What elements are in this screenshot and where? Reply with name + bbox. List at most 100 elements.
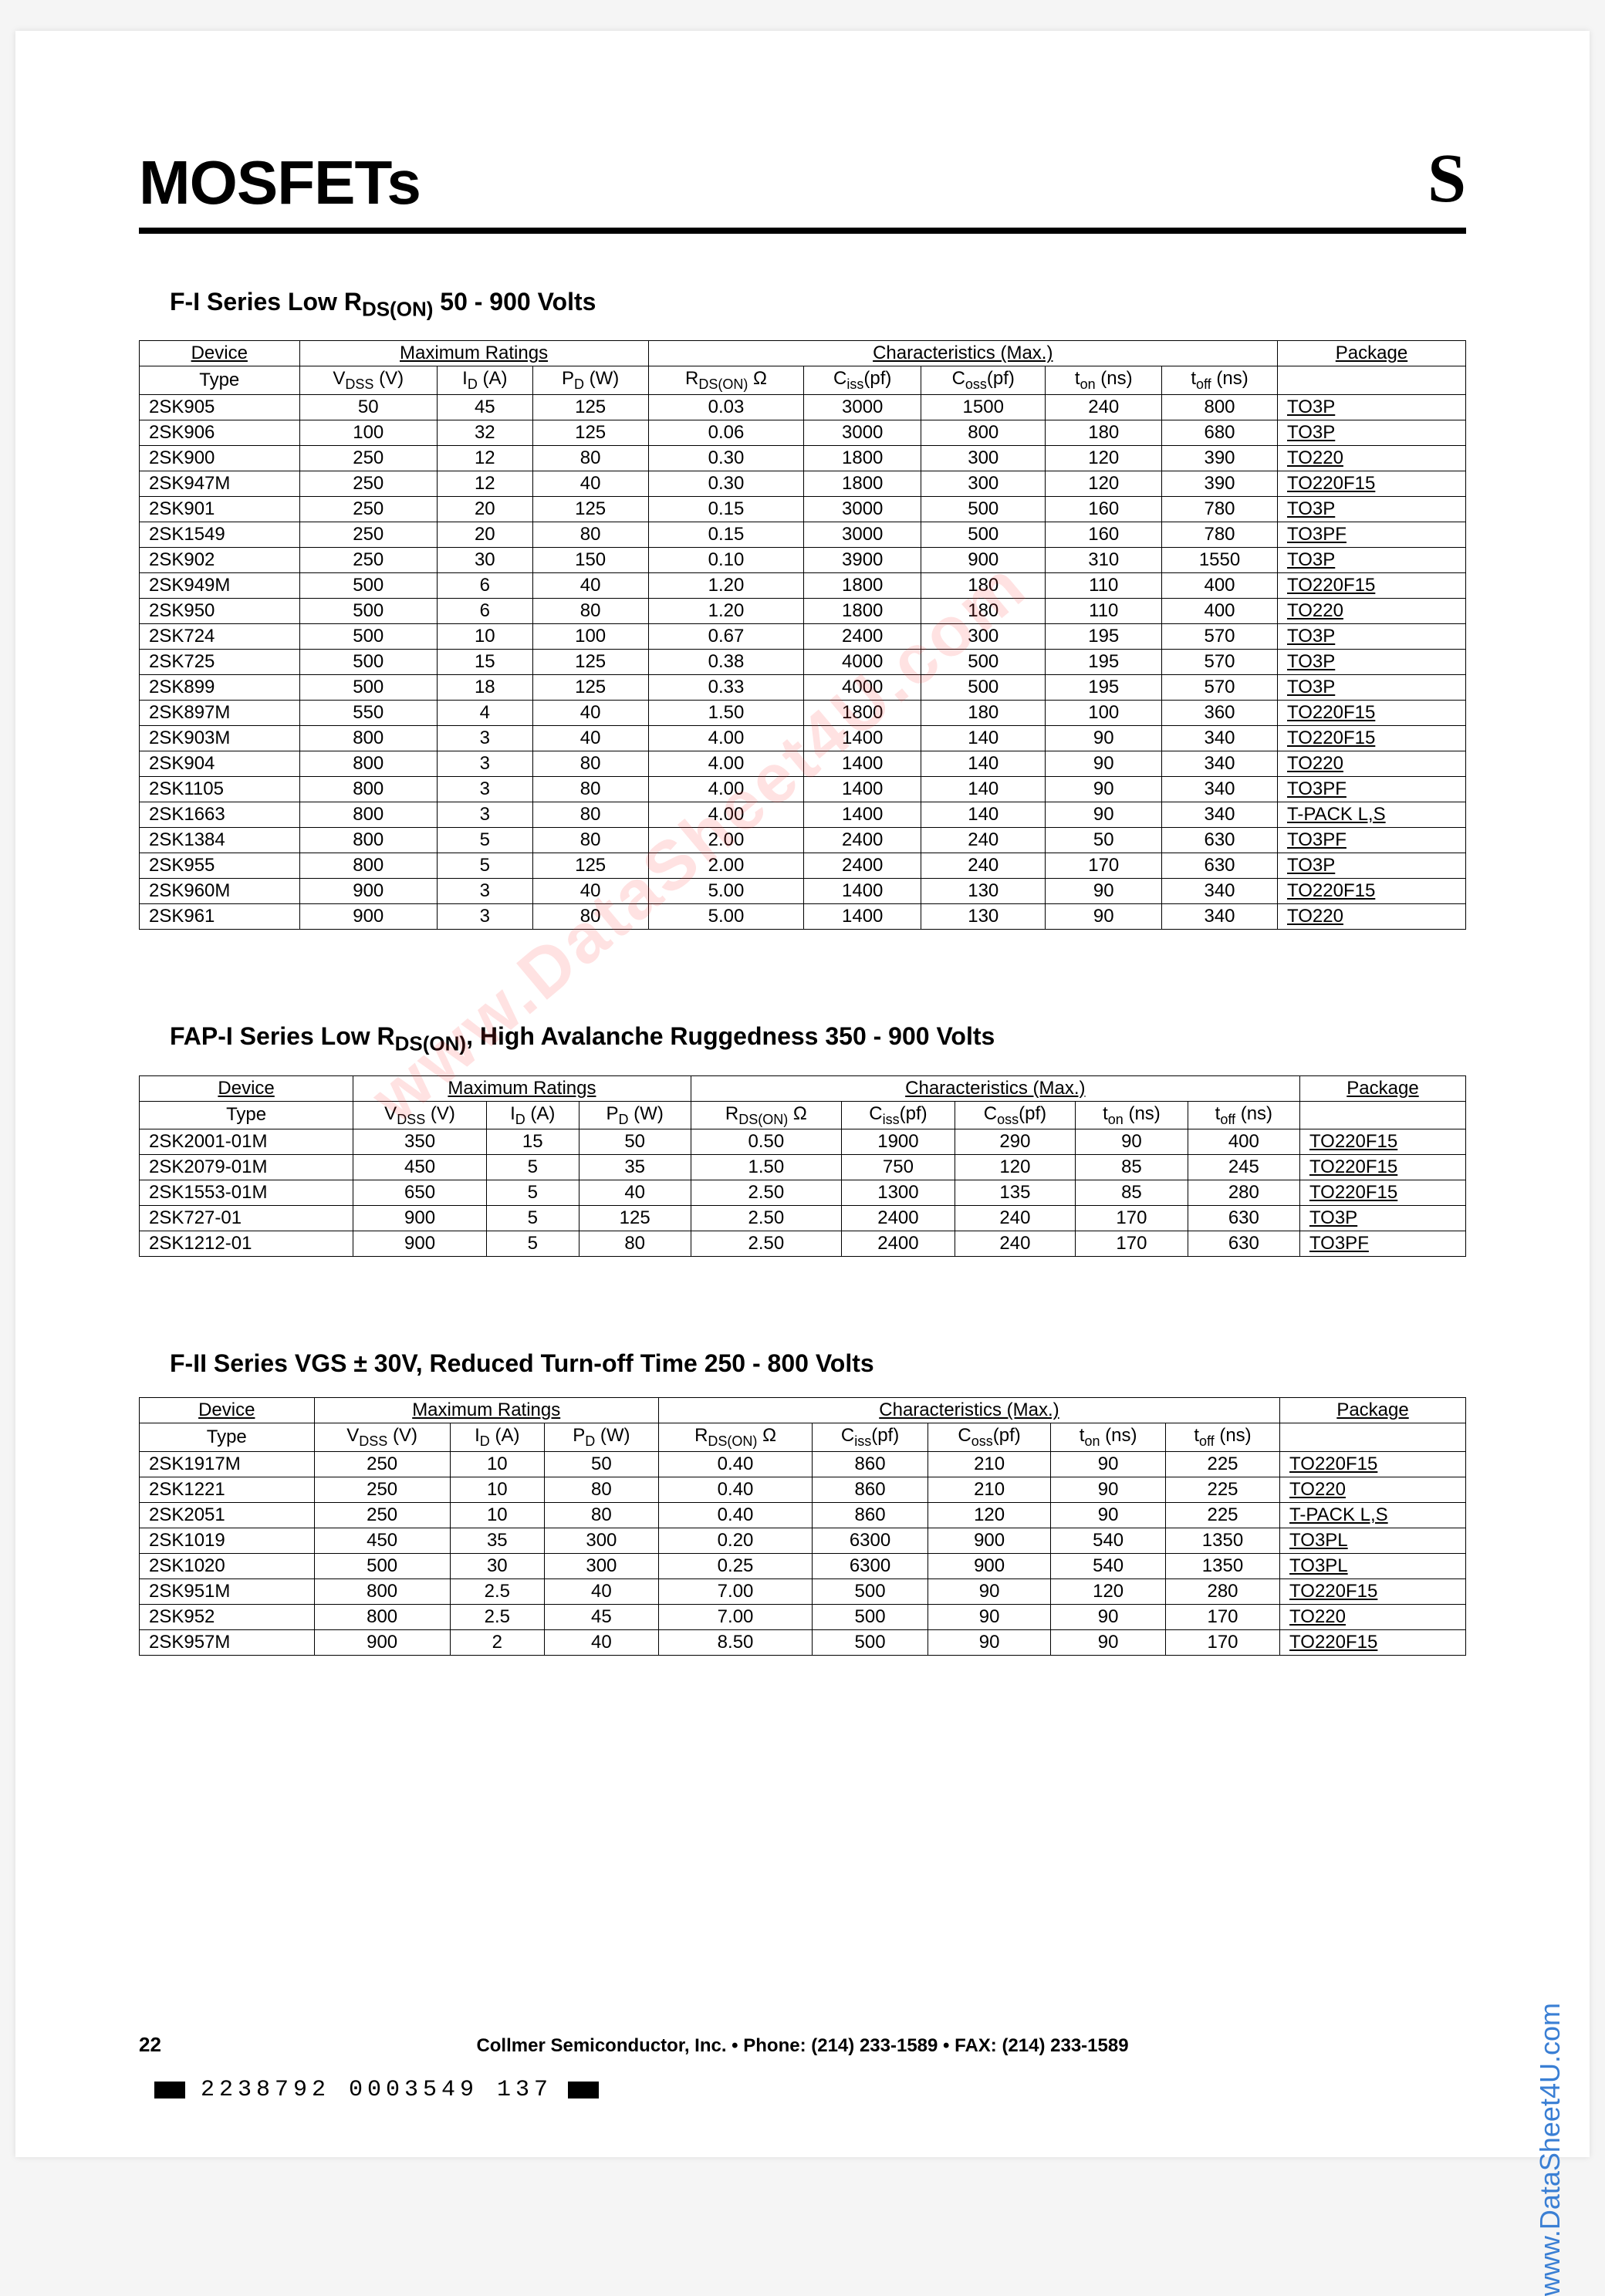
cell-package: TO220F15 [1299,1180,1465,1206]
cell-value: 125 [532,675,648,701]
cell-type: 2SK2079-01M [140,1155,353,1180]
cell-value: 2.5 [450,1605,544,1630]
cell-value: 80 [532,599,648,624]
cell-value: 340 [1162,879,1278,904]
cell-value: 140 [921,726,1046,751]
col-ton: ton (ns) [1046,366,1162,395]
col-package [1299,1101,1465,1129]
cell-value: 2.00 [648,853,804,879]
cell-value: 2.50 [691,1231,841,1257]
table-row: 2SK9048003804.00140014090340TO220 [140,751,1466,777]
cell-value: 2.50 [691,1206,841,1231]
table-row: 2SK95580051252.002400240170630TO3P [140,853,1466,879]
table-row: 2SK1553-01M6505402.50130013585280TO220F1… [140,1180,1466,1206]
cell-value: 1350 [1165,1554,1279,1579]
cell-value: 6 [437,573,532,599]
cell-value: 0.15 [648,522,804,548]
cell-type: 2SK724 [140,624,300,650]
cell-value: 500 [813,1605,928,1630]
cell-value: 50 [299,395,437,420]
cell-value: 100 [1046,701,1162,726]
cell-value: 85 [1076,1155,1188,1180]
col-rdson: RDS(ON) Ω [658,1423,812,1452]
cell-value: 5 [486,1206,579,1231]
col-group-device: Device [140,341,300,366]
cell-value: 0.40 [658,1503,812,1528]
cell-value: 500 [299,624,437,650]
table-row: 2SK205125010800.4086012090225T-PACK L,S [140,1503,1466,1528]
table-row: 2SK725500151250.384000500195570TO3P [140,650,1466,675]
table-f2-series: DeviceMaximum RatingsCharacteristics (Ma… [139,1397,1466,1656]
cell-value: 2.50 [691,1180,841,1206]
cell-value: 0.40 [658,1477,812,1503]
table-row: 2SK947M25012400.301800300120390TO220F15 [140,471,1466,497]
cell-value: 250 [299,471,437,497]
cell-value: 180 [921,573,1046,599]
cell-value: 90 [1051,1452,1166,1477]
cell-type: 2SK899 [140,675,300,701]
col-coss: Coss(pf) [955,1101,1075,1129]
cell-value: 3 [437,904,532,930]
cell-value: 800 [299,777,437,802]
page-title: MOSFETs [139,147,421,218]
table-row: 2SK901250201250.153000500160780TO3P [140,497,1466,522]
cell-value: 1400 [804,879,921,904]
cell-value: 390 [1162,446,1278,471]
table-row: 2SK899500181250.334000500195570TO3P [140,675,1466,701]
col-toff: toff (ns) [1188,1101,1299,1129]
cell-type: 2SK957M [140,1630,315,1656]
cell-value: 1.50 [691,1155,841,1180]
cell-value: 800 [299,828,437,853]
company-logo: S [1428,139,1466,218]
cell-value: 10 [437,624,532,650]
cell-type: 2SK727-01 [140,1206,353,1231]
cell-package: TO3P [1278,548,1466,573]
section1-title: F-I Series Low RDS(ON) 50 - 900 Volts [170,288,1466,321]
cell-value: 240 [921,853,1046,879]
cell-value: 3000 [804,522,921,548]
cell-value: 250 [299,497,437,522]
col-type: Type [140,366,300,395]
cell-value: 1350 [1165,1528,1279,1554]
cell-value: 130 [921,879,1046,904]
cell-value: 780 [1162,497,1278,522]
cell-value: 3 [437,802,532,828]
black-marker-right [568,2082,599,2098]
cell-type: 2SK1105 [140,777,300,802]
cell-value: 400 [1188,1129,1299,1155]
cell-value: 40 [544,1630,658,1656]
col-group-package: Package [1280,1398,1466,1423]
cell-value: 90 [1046,777,1162,802]
cell-package: TO3P [1278,853,1466,879]
cell-package: TO3PF [1278,777,1466,802]
cell-value: 1550 [1162,548,1278,573]
cell-value: 170 [1165,1605,1279,1630]
cell-value: 900 [928,1554,1050,1579]
cell-value: 900 [921,548,1046,573]
cell-value: 20 [437,497,532,522]
cell-value: 340 [1162,777,1278,802]
cell-value: 7.00 [658,1579,812,1605]
cell-value: 180 [921,599,1046,624]
cell-value: 1.50 [648,701,804,726]
col-group-characteristics: Characteristics (Max.) [691,1075,1299,1101]
cell-value: 2400 [842,1231,955,1257]
cell-value: 860 [813,1477,928,1503]
cell-type: 2SK952 [140,1605,315,1630]
col-coss: Coss(pf) [928,1423,1050,1452]
cell-value: 1300 [842,1180,955,1206]
cell-value: 2 [450,1630,544,1656]
cell-value: 50 [1046,828,1162,853]
cell-value: 120 [955,1155,1075,1180]
cell-package: TO220F15 [1278,879,1466,904]
cell-package: TO3P [1278,420,1466,446]
cell-value: 80 [532,904,648,930]
cell-value: 630 [1162,828,1278,853]
cell-package: TO220 [1280,1605,1466,1630]
cell-value: 120 [1046,446,1162,471]
cell-package: TO220 [1278,751,1466,777]
cell-value: 3 [437,751,532,777]
cell-value: 240 [955,1206,1075,1231]
cell-value: 4000 [804,650,921,675]
cell-value: 7.00 [658,1605,812,1630]
